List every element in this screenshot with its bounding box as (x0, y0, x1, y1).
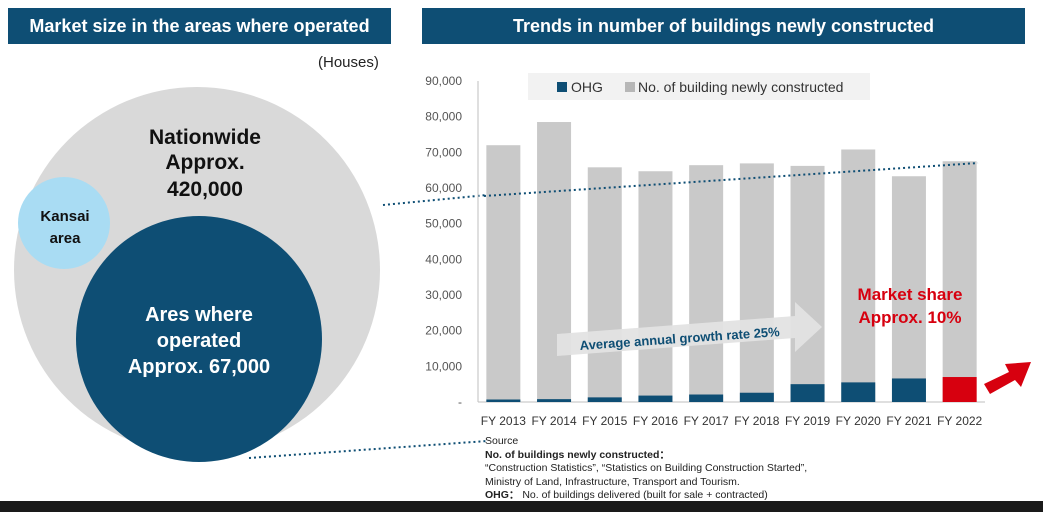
total-bar (790, 165, 825, 402)
ohg-bar (638, 395, 673, 402)
total-bar (841, 149, 876, 402)
operated-label-line3: Approx. 67,000 (128, 356, 270, 378)
source-line2: “Construction Statistics”, “Statistics o… (485, 462, 808, 474)
chart-title: Trends in number of buildings newly cons… (422, 8, 1025, 44)
bar-chart: - 10,000 20,000 30,000 40,000 50,000 60,000 70,… (425, 73, 1031, 428)
x-tick-label: FY 2015 (582, 414, 627, 428)
total-bar (486, 145, 521, 402)
source-line3: Ministry of Land, Infrastructure, Transp… (485, 475, 740, 488)
nationwide-label-line3: 420,000 (167, 178, 243, 201)
source-heading: Source (485, 435, 519, 447)
ohg-bar (587, 397, 622, 402)
total-bar (638, 171, 673, 402)
units-label: (Houses) (318, 54, 379, 71)
operated-label-line1: Ares where (145, 304, 253, 326)
total-bar (891, 176, 926, 402)
legend-label-total: No. of building newly constructed (638, 79, 843, 95)
ohg-bar (942, 377, 977, 402)
market-share-line2: Approx. 10% (859, 308, 962, 327)
operated-label-line2: operated (157, 330, 241, 352)
x-tick-label: FY 2014 (531, 414, 576, 428)
y-tick-label: 50,000 (425, 217, 462, 231)
x-tick-label: FY 2022 (937, 414, 982, 428)
x-tick-label: FY 2019 (785, 414, 830, 428)
nationwide-label-line1: Nationwide (149, 126, 261, 149)
total-bar (739, 163, 774, 402)
x-tick-label: FY 2021 (886, 414, 931, 428)
kansai-label-line2: area (50, 230, 82, 247)
y-tick-label: 10,000 (425, 359, 462, 373)
total-bar (587, 167, 622, 402)
source-line4: No. of buildings delivered (built for sa… (522, 489, 768, 501)
ohg-bar (537, 399, 572, 402)
legend-swatch-total (625, 82, 635, 92)
y-tick-label: 40,000 (425, 252, 462, 266)
growth-arrow (557, 302, 822, 356)
ohg-bar (841, 382, 876, 402)
y-tick-label: 90,000 (425, 74, 462, 88)
legend-swatch-ohg (557, 82, 567, 92)
total-bar (537, 122, 572, 403)
source-line4-label: OHG： (485, 489, 520, 501)
nationwide-label-line2: Approx. (165, 151, 244, 174)
red-up-arrow (984, 362, 1031, 394)
x-tick-label: FY 2016 (633, 414, 678, 428)
market-share-line1: Market share (858, 285, 963, 304)
y-tick-label: 60,000 (425, 181, 462, 195)
y-tick-label: 80,000 (425, 110, 462, 124)
source-note: Source No. of buildings newly constructe… (485, 435, 905, 503)
y-tick-label: 20,000 (425, 324, 462, 338)
operated-area-circle (76, 216, 322, 462)
kansai-label-line1: Kansai (40, 208, 89, 225)
legend-label-ohg: OHG (571, 79, 603, 95)
y-tick-label: 30,000 (425, 288, 462, 302)
ohg-bar (891, 378, 926, 402)
source-line1: No. of buildings newly constructed： (485, 448, 670, 461)
y-tick-label: - (458, 395, 462, 409)
ohg-bar (739, 392, 774, 402)
total-bar (689, 165, 724, 402)
ohg-bar (486, 399, 521, 402)
kansai-circle (18, 177, 110, 269)
x-tick-label: FY 2013 (481, 414, 526, 428)
ohg-bar (689, 394, 724, 402)
legend-box (528, 73, 870, 100)
total-bar (942, 161, 977, 402)
x-tick-label: FY 2017 (684, 414, 729, 428)
y-tick-label: 70,000 (425, 145, 462, 159)
market-chart-figure: Nationwide Approx. 420,000 Kansai area A… (14, 73, 1031, 462)
connector-line-top (382, 194, 488, 206)
connector-line-bottom (248, 440, 488, 459)
x-tick-label: FY 2018 (734, 414, 779, 428)
ohg-bar (790, 384, 825, 402)
x-tick-label: FY 2020 (836, 414, 881, 428)
left-panel-title: Market size in the areas where operated (8, 8, 391, 44)
bottom-bar (0, 501, 1043, 512)
